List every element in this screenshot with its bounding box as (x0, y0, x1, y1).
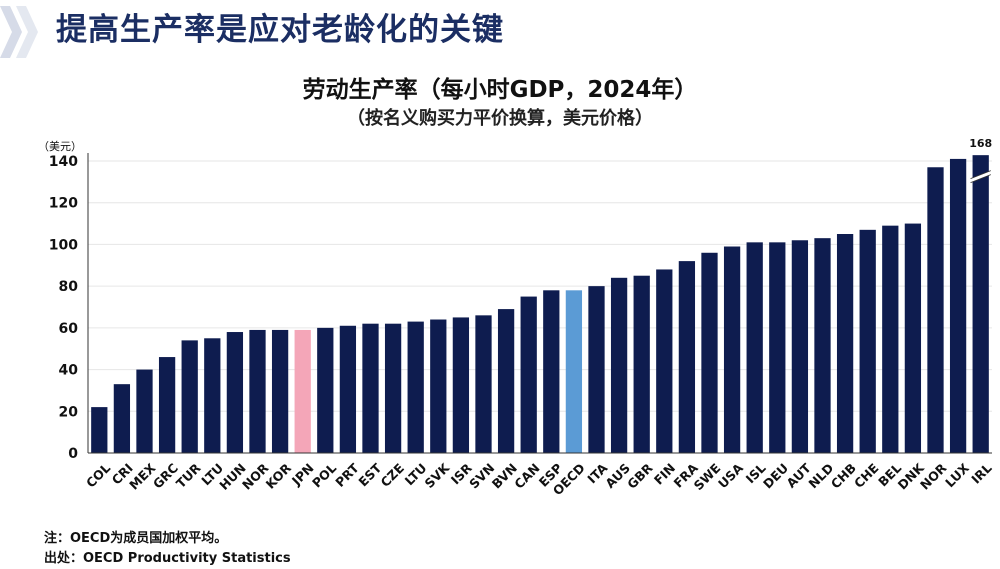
bar-col (91, 407, 108, 453)
bar-esp (543, 290, 560, 453)
bar-che (859, 229, 876, 453)
bar-prt (339, 325, 357, 453)
chart-subtitle: （按名义购买力平价换算，美元价格） (347, 108, 653, 129)
bar-bvn (497, 309, 515, 453)
bar-isl (746, 242, 763, 453)
bar-aut (791, 240, 809, 453)
x-tick-label: IRL (968, 460, 994, 486)
bar-fin (656, 269, 673, 453)
bar-bel (882, 225, 899, 453)
bar-oecd (565, 290, 583, 453)
x-tick-label: COL (83, 460, 113, 490)
bar-pol (317, 327, 334, 453)
bar-ltu (407, 321, 424, 453)
bar-irl (972, 155, 989, 453)
y-tick-label: 60 (59, 321, 79, 337)
bar-nor (249, 329, 266, 453)
y-tick-label: 120 (49, 196, 78, 212)
slide-title: 提高生产率是应对老龄化的关键 (56, 12, 504, 48)
y-tick-label: 20 (59, 404, 79, 420)
bar-usa (723, 246, 741, 453)
bar-lux (949, 158, 967, 453)
bar-cri (113, 384, 131, 453)
bar-tur (181, 340, 198, 453)
bar-svn (475, 315, 492, 453)
y-tick-label: 140 (49, 154, 78, 170)
x-tick-label: LUX (942, 460, 972, 490)
bar-gbr (633, 275, 650, 453)
bar-jpn (294, 329, 311, 453)
bar-cze (384, 323, 402, 453)
bar-swe (701, 252, 718, 453)
bar-grc (158, 357, 176, 453)
bar-est (362, 323, 379, 453)
bar-can (520, 296, 537, 453)
bar-aus (610, 277, 628, 453)
bar-chb (836, 234, 854, 453)
bar-fra (678, 261, 696, 453)
bar-kor (271, 329, 289, 453)
footnote-note: 注：OECD为成员国加权平均。 (44, 531, 228, 546)
y-tick-label: 80 (59, 279, 79, 295)
y-tick-label: 100 (49, 237, 78, 253)
y-tick-label: 0 (68, 446, 78, 462)
x-tick-label: CZE (377, 460, 407, 490)
chevron-decoration-icon (0, 6, 38, 58)
bar-deu (769, 242, 786, 453)
axis-break-line (970, 170, 991, 179)
bar-ita (588, 286, 605, 453)
chart-title: 劳动生产率（每小时GDP，2024年） (302, 77, 698, 103)
bar-isr (452, 317, 470, 453)
data-label-irl: 168 (969, 137, 992, 150)
x-tick-label: EST (355, 460, 384, 489)
axis-break-mark (970, 170, 991, 183)
axis-break-line (970, 174, 991, 183)
bar-hun (226, 332, 244, 453)
bar-nor (927, 167, 944, 453)
y-tick-label: 40 (59, 363, 79, 379)
x-tick-label: POL (309, 460, 339, 490)
bar-svk (430, 319, 447, 453)
bar-mex (136, 369, 153, 453)
bar-dnk (904, 223, 922, 453)
bar-ltu (204, 338, 221, 453)
bar-nld (814, 238, 831, 453)
x-tick-label: PRT (332, 460, 362, 490)
y-axis-label: （美元） (38, 140, 82, 153)
footnote-source: 出处：OECD Productivity Statistics (44, 551, 291, 566)
